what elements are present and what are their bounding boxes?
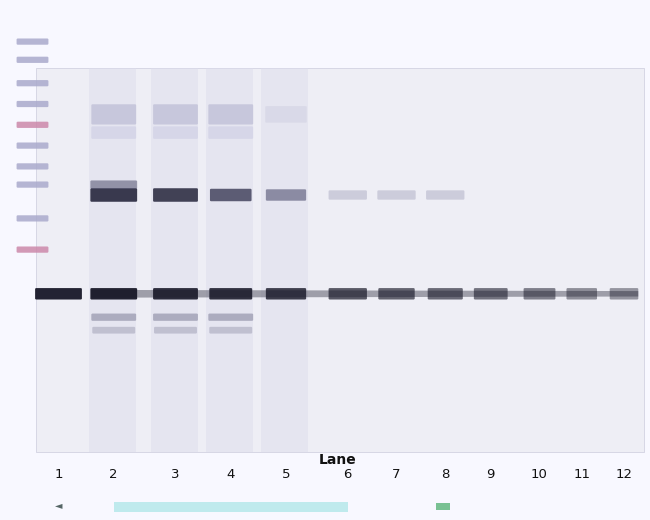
FancyBboxPatch shape bbox=[154, 327, 197, 334]
FancyBboxPatch shape bbox=[610, 288, 638, 300]
FancyBboxPatch shape bbox=[209, 327, 252, 334]
Text: 8: 8 bbox=[441, 468, 449, 481]
FancyBboxPatch shape bbox=[208, 104, 254, 125]
FancyBboxPatch shape bbox=[92, 327, 135, 334]
FancyBboxPatch shape bbox=[35, 288, 82, 300]
FancyBboxPatch shape bbox=[17, 122, 49, 128]
FancyBboxPatch shape bbox=[329, 288, 367, 300]
FancyBboxPatch shape bbox=[153, 314, 198, 321]
FancyBboxPatch shape bbox=[265, 106, 307, 123]
FancyBboxPatch shape bbox=[114, 502, 348, 512]
FancyBboxPatch shape bbox=[261, 68, 308, 452]
FancyBboxPatch shape bbox=[17, 38, 49, 45]
Text: 7: 7 bbox=[392, 468, 401, 481]
Text: 4: 4 bbox=[227, 468, 235, 481]
FancyBboxPatch shape bbox=[91, 104, 136, 125]
FancyBboxPatch shape bbox=[153, 126, 198, 139]
FancyBboxPatch shape bbox=[567, 288, 597, 300]
FancyBboxPatch shape bbox=[91, 314, 136, 321]
FancyBboxPatch shape bbox=[90, 288, 137, 300]
FancyBboxPatch shape bbox=[208, 314, 254, 321]
FancyBboxPatch shape bbox=[91, 126, 136, 139]
FancyBboxPatch shape bbox=[474, 288, 508, 300]
FancyBboxPatch shape bbox=[151, 68, 198, 452]
Text: 2: 2 bbox=[109, 468, 118, 481]
FancyBboxPatch shape bbox=[428, 288, 463, 300]
FancyBboxPatch shape bbox=[17, 163, 49, 170]
Text: 6: 6 bbox=[344, 468, 352, 481]
Text: ◄: ◄ bbox=[55, 500, 62, 511]
FancyBboxPatch shape bbox=[17, 246, 49, 253]
Polygon shape bbox=[91, 290, 638, 297]
Text: 9: 9 bbox=[487, 468, 495, 481]
FancyBboxPatch shape bbox=[17, 181, 49, 188]
FancyBboxPatch shape bbox=[17, 101, 49, 107]
FancyBboxPatch shape bbox=[209, 288, 252, 300]
FancyBboxPatch shape bbox=[36, 68, 644, 452]
FancyBboxPatch shape bbox=[210, 189, 252, 201]
Text: 5: 5 bbox=[281, 468, 291, 481]
Text: Lane: Lane bbox=[319, 453, 357, 467]
FancyBboxPatch shape bbox=[17, 215, 49, 222]
FancyBboxPatch shape bbox=[436, 503, 450, 510]
FancyBboxPatch shape bbox=[266, 288, 306, 300]
FancyBboxPatch shape bbox=[90, 188, 137, 202]
FancyBboxPatch shape bbox=[266, 189, 306, 201]
FancyBboxPatch shape bbox=[208, 126, 254, 139]
FancyBboxPatch shape bbox=[17, 57, 49, 63]
FancyBboxPatch shape bbox=[17, 142, 49, 149]
FancyBboxPatch shape bbox=[90, 180, 137, 189]
Text: 12: 12 bbox=[616, 468, 632, 481]
FancyBboxPatch shape bbox=[206, 68, 253, 452]
FancyBboxPatch shape bbox=[153, 188, 198, 202]
FancyBboxPatch shape bbox=[426, 190, 465, 200]
FancyBboxPatch shape bbox=[89, 68, 136, 452]
FancyBboxPatch shape bbox=[153, 104, 198, 125]
FancyBboxPatch shape bbox=[153, 288, 198, 300]
FancyBboxPatch shape bbox=[377, 190, 416, 200]
FancyBboxPatch shape bbox=[17, 80, 49, 86]
Text: 10: 10 bbox=[531, 468, 548, 481]
FancyBboxPatch shape bbox=[329, 190, 367, 200]
FancyBboxPatch shape bbox=[524, 288, 556, 300]
Text: 3: 3 bbox=[171, 468, 180, 481]
Text: 1: 1 bbox=[54, 468, 63, 481]
Text: 11: 11 bbox=[573, 468, 590, 481]
FancyBboxPatch shape bbox=[378, 288, 415, 300]
